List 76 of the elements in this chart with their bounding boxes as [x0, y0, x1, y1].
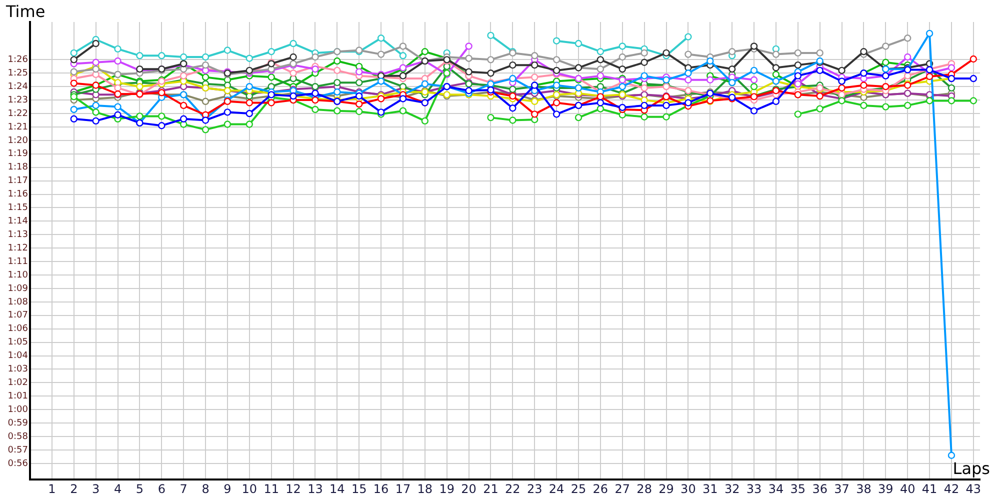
- y-tick-label: 1:08: [8, 297, 28, 308]
- x-tick-label: 8: [202, 482, 210, 496]
- x-tick-label: 6: [158, 482, 166, 496]
- x-tick-label: 9: [224, 482, 232, 496]
- y-tick-label: 1:04: [8, 351, 28, 362]
- y-tick-label: 1:06: [8, 324, 28, 334]
- y-tick-label: 1:02: [8, 378, 28, 388]
- x-tick-label: 4: [114, 482, 122, 496]
- x-tick-label: 20: [461, 482, 476, 496]
- x-tick-label: 11: [264, 482, 279, 496]
- x-tick-label: 3: [92, 482, 100, 496]
- y-axis-title: Time: [5, 2, 46, 22]
- y-tick-label: 1:13: [8, 230, 28, 240]
- y-tick-label: 1:23: [8, 95, 28, 106]
- y-tick-label: 1:05: [8, 338, 28, 348]
- x-tick-label: 39: [878, 482, 894, 496]
- x-tick-label: 18: [417, 482, 433, 496]
- y-tick-label: 1:03: [8, 364, 28, 375]
- y-tick-label: 1:01: [8, 392, 28, 402]
- y-tick-label: 1:11: [8, 256, 28, 267]
- y-tick-label: 0:56: [8, 458, 28, 469]
- x-tick-label: 15: [351, 482, 367, 496]
- y-tick-label: 1:09: [8, 284, 28, 294]
- y-tick-label: 1:10: [8, 270, 28, 280]
- x-tick-label: 23: [526, 482, 542, 496]
- y-tick-label: 0:57: [8, 445, 28, 456]
- x-tick-label: 16: [373, 482, 389, 496]
- y-tick-label: 1:26: [8, 55, 28, 66]
- y-tick-label: 0:59: [8, 418, 28, 428]
- x-tick-label: 43: [966, 482, 982, 496]
- x-tick-label: 13: [308, 482, 323, 496]
- x-tick-label: 32: [724, 482, 740, 496]
- x-tick-label: 25: [570, 482, 586, 496]
- y-tick-label: 1:14: [8, 216, 28, 227]
- x-tick-label: 29: [658, 482, 674, 496]
- x-tick-label: 21: [483, 482, 498, 496]
- x-tick-label: 30: [680, 482, 696, 496]
- x-tick-label: 38: [856, 482, 872, 496]
- x-tick-label: 12: [286, 482, 301, 496]
- x-tick-label: 31: [702, 482, 718, 496]
- x-tick-label: 26: [592, 482, 608, 496]
- x-tick-label: 36: [812, 482, 828, 496]
- x-tick-label: 1: [48, 482, 56, 496]
- x-tick-label: 22: [505, 482, 520, 496]
- x-tick-label: 17: [395, 482, 411, 496]
- x-tick-label: 27: [614, 482, 630, 496]
- y-tick-label: 1:22: [8, 108, 28, 119]
- x-tick-label: 2: [70, 482, 78, 496]
- x-tick-label: 42: [944, 482, 960, 496]
- y-tick-label: 1:15: [8, 203, 28, 214]
- x-tick-label: 33: [746, 482, 762, 496]
- x-tick-label: 14: [330, 482, 345, 496]
- x-tick-label: 5: [136, 482, 144, 496]
- y-tick-label: 1:07: [8, 310, 28, 321]
- x-tick-label: 34: [768, 482, 784, 496]
- y-tick-label: 1:21: [8, 122, 28, 132]
- x-tick-label: 7: [180, 482, 188, 496]
- y-tick-label: 1:24: [8, 82, 28, 92]
- y-tick-label: 0:58: [8, 432, 28, 442]
- y-tick-label: 1:16: [8, 190, 28, 200]
- y-tick-label: 1:18: [8, 162, 28, 173]
- y-tick-label: 1:25: [8, 68, 28, 78]
- y-tick-label: 1:20: [8, 136, 28, 146]
- x-axis-title: Laps: [952, 458, 990, 478]
- y-tick-label: 1:19: [8, 149, 28, 160]
- x-tick-label: 35: [790, 482, 806, 496]
- x-tick-label: 28: [636, 482, 652, 496]
- y-tick-label: 1:00: [8, 404, 28, 415]
- x-tick-label: 10: [242, 482, 258, 496]
- x-tick-label: 19: [439, 482, 454, 496]
- x-tick-label: 24: [548, 482, 564, 496]
- x-tick-label: 40: [900, 482, 916, 496]
- x-tick-label: 37: [834, 482, 850, 496]
- y-tick-label: 1:17: [8, 176, 28, 186]
- x-tick-label: 41: [922, 482, 938, 496]
- y-tick-label: 1:12: [8, 243, 28, 254]
